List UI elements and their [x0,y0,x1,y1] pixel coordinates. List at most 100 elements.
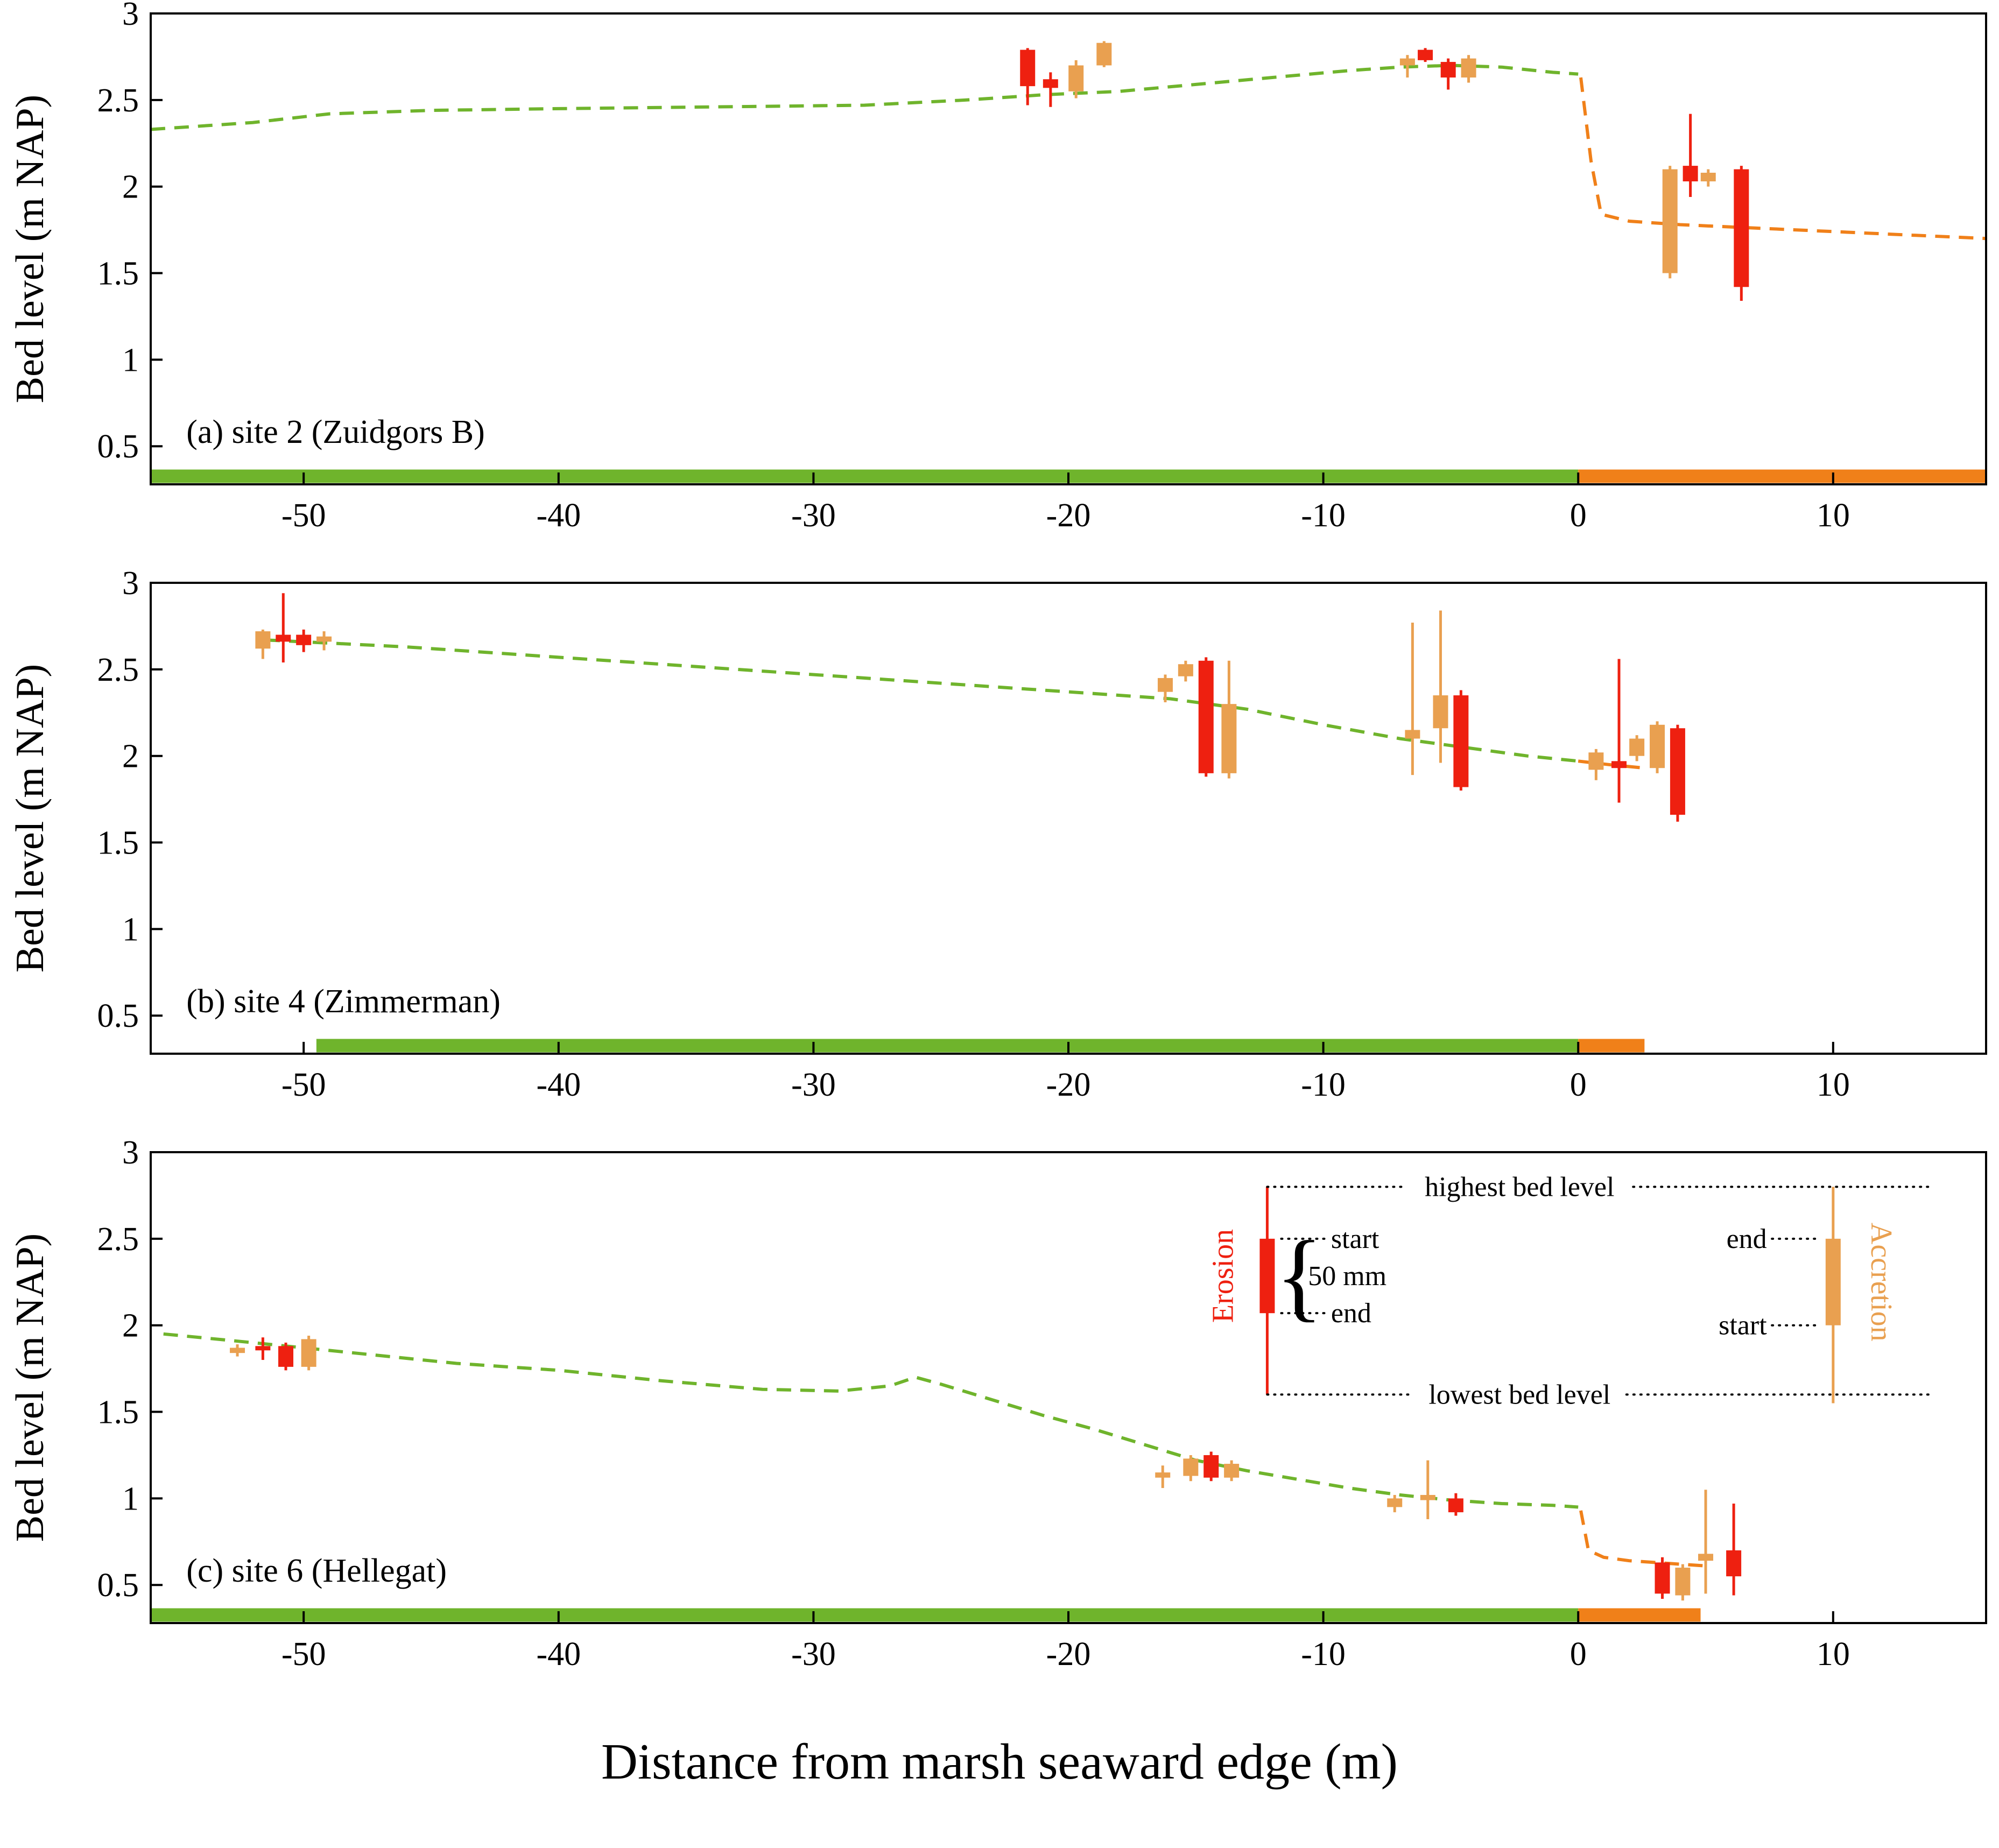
y-tick-label: 0.5 [97,1567,139,1604]
y-tick-label: 3 [122,569,139,602]
x-tick-label: -40 [536,1636,581,1673]
x-tick-label: 0 [1570,497,1587,534]
erosion-box [278,1346,294,1367]
accretion-box [1675,1568,1691,1596]
y-tick-label: 1.5 [97,825,139,862]
panel-a: -50 -40 -30 -20 -10 0 10 0.5 1 1.5 2 2.5 3 Bed level … [0,0,1999,569]
y-tick-label: 2.5 [97,1221,139,1258]
y-tick-label: 0.5 [97,428,139,465]
marsh-profile-line [265,638,1579,763]
panel-group: -50 -40 -30 -20 -10 0 10 0.5 1 1.5 2 2.5 3 Bed level … [8,569,1987,1103]
erosion-box [1670,728,1685,815]
erosion-box [276,634,291,642]
panel-c-plot: -50 -40 -30 -20 -10 0 10 0.5 1 1.5 2 2.5 3 Bed level … [8,1139,1987,1673]
legend-end-label: end [1727,1224,1767,1254]
accretion-box [1068,65,1084,91]
panel-b: -50 -40 -30 -20 -10 0 10 0.5 1 1.5 2 2.5 3 Bed level … [0,569,1999,1139]
erosion-box [1043,79,1058,88]
erosion-box [296,634,312,645]
x-tick-label: -10 [1301,1067,1346,1103]
accretion-box [1588,752,1604,770]
accretion-box [1155,1472,1171,1478]
accretion-box [230,1348,245,1353]
brace-glyph: { [1276,1221,1324,1331]
y-tick-label: 2 [122,169,139,206]
legend-end-label: end [1331,1298,1371,1329]
erosion-box [1259,1238,1275,1314]
x-tick-label: -30 [791,497,836,534]
erosion-box [1726,1550,1742,1577]
accretion-box [1224,1464,1240,1478]
accretion-box [1096,43,1112,66]
accretion-box [1825,1238,1841,1325]
accretion-box [1662,169,1678,273]
y-tick-label: 1 [122,1480,139,1517]
erosion-box [1655,1562,1670,1594]
accretion-box [1405,730,1420,739]
x-axis-title: Distance from marsh seaward edge (m) [601,1734,1398,1790]
tidal-flat-profile-line [1579,77,1987,241]
panel-group: -50 -40 -30 -20 -10 0 10 0.5 1 1.5 2 2.5 3 Bed level … [8,0,1987,534]
y-axis-title: Bed level (m NAP) [8,664,52,972]
x-tick-label: -10 [1301,497,1346,534]
erosion-box [1448,1498,1463,1513]
legend-start-label: start [1719,1310,1767,1341]
panel-label: (a) site 2 (Zuidgors B) [186,414,484,450]
y-tick-label: 1.5 [97,256,139,292]
x-tick-label: 10 [1817,1636,1850,1673]
y-tick-label: 1 [122,342,139,378]
accretion-box [1399,58,1415,66]
x-tick-label: -40 [536,1067,581,1103]
panel-b-plot: -50 -40 -30 -20 -10 0 10 0.5 1 1.5 2 2.5 3 Bed level … [8,569,1987,1103]
panel-c: -50 -40 -30 -20 -10 0 10 0.5 1 1.5 2 2.5 3 Bed level … [0,1139,1999,1708]
y-tick-label: 0.5 [97,998,139,1034]
x-tick-label: -30 [791,1067,836,1103]
y-tick-label: 2.5 [97,652,139,688]
panel-group: -50 -40 -30 -20 -10 0 10 0.5 1 1.5 2 2.5 3 Bed level … [8,1139,1987,1673]
x-tick-label: -50 [281,1636,326,1673]
accretion-box [1221,704,1237,773]
y-tick-label: 2 [122,1308,139,1344]
marsh-profile-line [150,64,1579,131]
erosion-box [1418,50,1433,60]
accretion-box [1420,1494,1435,1500]
erosion-box [1203,1455,1219,1478]
erosion-box [1198,660,1214,773]
accretion-label: Accretion [1864,1223,1898,1342]
x-tick-label: 0 [1570,1067,1587,1103]
accretion-box [1183,1458,1199,1476]
x-tick-label: -10 [1301,1636,1346,1673]
legend-highest-label: highest bed level [1425,1172,1614,1202]
x-tick-label: -50 [281,1067,326,1103]
erosion-box [1453,695,1469,787]
accretion-box [1157,678,1173,692]
erosion-box [1734,169,1749,287]
erosion-box [1440,62,1456,78]
accretion-box [1178,664,1193,676]
x-tick-label: 10 [1817,1067,1850,1103]
accretion-box [1629,738,1645,756]
legend-start-label: start [1331,1224,1379,1254]
tidal-flat-profile-line [1579,1510,1706,1568]
accretion-box [1698,1554,1714,1561]
y-tick-label: 3 [122,0,139,32]
y-tick-label: 2 [122,738,139,775]
y-tick-label: 1.5 [97,1394,139,1431]
accretion-box [255,631,271,649]
x-tick-label: 10 [1817,497,1850,534]
accretion-box [301,1339,316,1367]
x-tick-label: -20 [1046,497,1091,534]
y-axis-title: Bed level (m NAP) [8,1233,52,1542]
accretion-box [1387,1498,1403,1507]
erosion-box [1683,166,1698,182]
legend-lowest-label: lowest bed level [1428,1379,1610,1410]
panel-a-plot: -50 -40 -30 -20 -10 0 10 0.5 1 1.5 2 2.5 3 Bed level … [8,0,1987,534]
x-tick-label: -20 [1046,1067,1091,1103]
erosion-box [1611,761,1627,768]
accretion-box [316,636,332,642]
y-axis-title: Bed level (m NAP) [8,95,52,403]
y-tick-label: 3 [122,1139,139,1171]
legend-scale-label: 50 mm [1308,1261,1386,1292]
x-tick-label: -40 [536,497,581,534]
